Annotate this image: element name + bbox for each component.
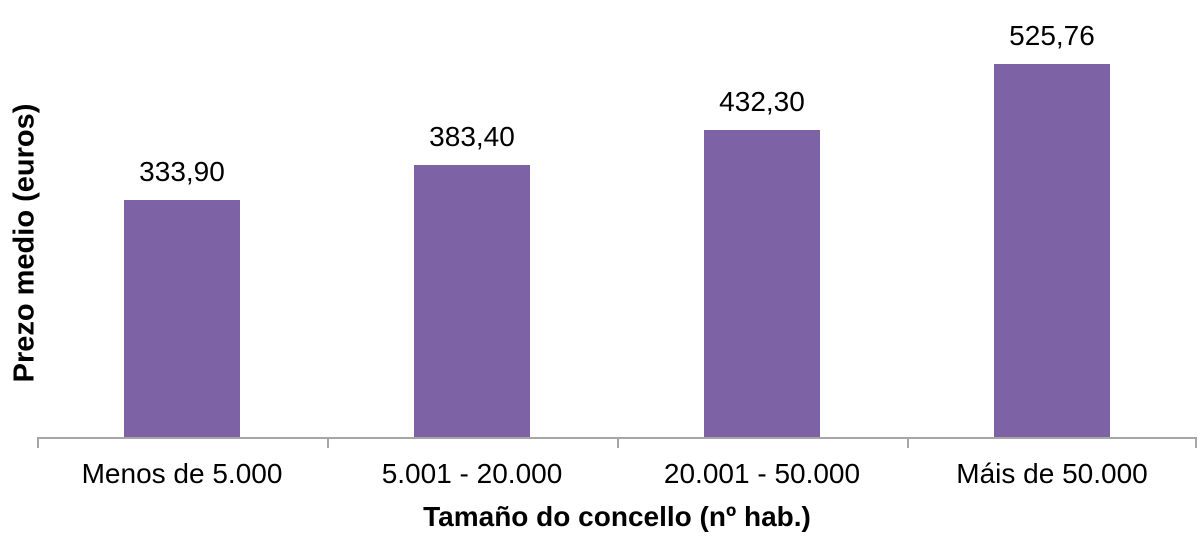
bar xyxy=(124,200,240,438)
bar-value-label: 432,30 xyxy=(719,86,805,117)
axis-tick xyxy=(617,437,619,448)
axis-tick xyxy=(327,437,329,448)
bar xyxy=(414,165,530,438)
bar-value-label: 383,40 xyxy=(429,121,515,152)
bar xyxy=(994,64,1110,438)
category-label: 5.001 - 20.000 xyxy=(381,458,563,489)
bar-value-label: 333,90 xyxy=(139,156,225,187)
category-label: 20.001 - 50.000 xyxy=(663,458,861,489)
axis-tick xyxy=(37,437,39,448)
category-label: Máis de 50.000 xyxy=(956,458,1148,489)
x-axis-title: Tamaño do concello (nº hab.) xyxy=(423,501,811,532)
bar xyxy=(704,130,820,438)
plot-area: 333,90 383,40 432,30 525,76 xyxy=(124,20,1110,438)
bar-value-label: 525,76 xyxy=(1009,20,1095,51)
axis-tick xyxy=(907,437,909,448)
category-label: Menos de 5.000 xyxy=(81,458,283,489)
axis-tick xyxy=(1195,437,1197,448)
